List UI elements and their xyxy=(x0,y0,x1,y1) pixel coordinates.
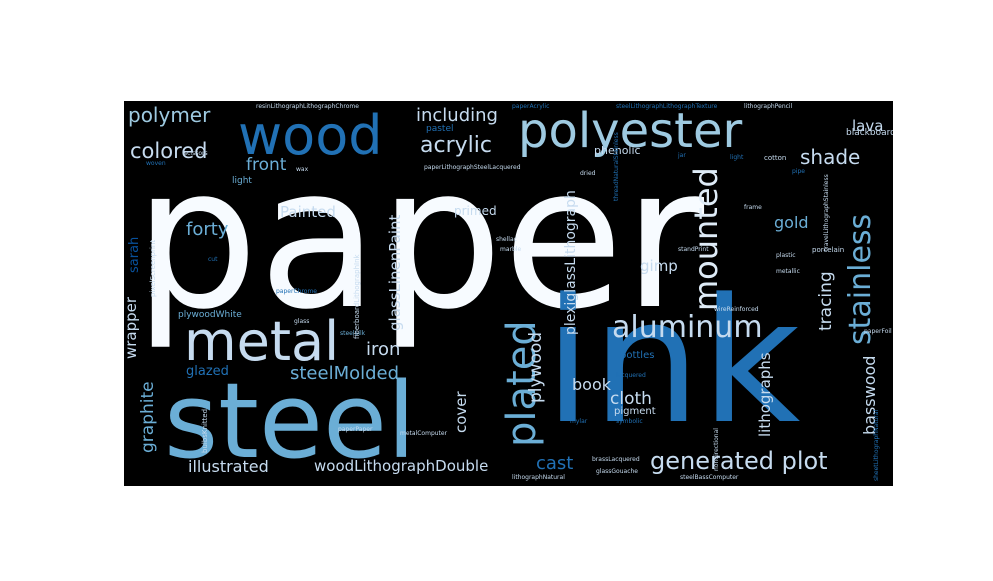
word-glassgouache: glassGouache xyxy=(596,468,638,475)
word-primed: primed xyxy=(454,204,497,218)
word-stainless: stainless xyxy=(843,213,878,345)
word-cut: cut xyxy=(208,256,218,263)
word-paperlithographsteellacquered: paperLithographSteelLacquered xyxy=(424,164,521,171)
word-travellithographstainless: travelLithographStainless xyxy=(823,174,830,251)
word-gimp: gimp xyxy=(640,257,678,275)
word-sheetlithographnatural: sheetLithographNatural xyxy=(873,409,880,481)
word-woodlithographdouble: woodLithographDouble xyxy=(314,457,489,475)
word-pixelscreenprint: pixelScreenprint xyxy=(149,239,157,297)
word-dried: dried xyxy=(580,170,596,177)
word-standprint: standPrint xyxy=(678,246,709,253)
word-ink: ink xyxy=(544,261,801,462)
word-graphite: graphite xyxy=(138,381,158,453)
word-paperpaper: paperPaper xyxy=(338,426,373,433)
word-paperacrylic: paperAcrylic xyxy=(512,103,550,110)
word-polyester: polyester xyxy=(518,103,743,159)
word-phenolic: phenolic xyxy=(594,144,641,157)
word-glazed: glazed xyxy=(186,364,229,379)
word-mounted: mounted xyxy=(687,167,725,311)
word-wirereinforced: wireReinforced xyxy=(714,306,759,313)
word-colored: colored xyxy=(130,139,208,163)
word-tracing: tracing xyxy=(816,271,836,331)
word-wrapper: wrapper xyxy=(124,296,140,359)
word-frame: frame xyxy=(744,204,762,211)
word-plywoodwhite: plywoodWhite xyxy=(178,310,242,320)
word-forty: forty xyxy=(186,219,229,240)
word-pastel: pastel xyxy=(426,124,454,134)
word-wood: wood xyxy=(238,104,383,167)
word-front: front xyxy=(246,155,287,175)
word-fiberboardlithographink: fiberboardLithographInk xyxy=(353,254,361,339)
word-lithographpencil: lithographPencil xyxy=(744,103,793,110)
word-lacquered: lacquered xyxy=(616,372,646,379)
word-book: book xyxy=(572,375,611,394)
word-pigment: pigment xyxy=(614,406,656,417)
word-plexiglasslithograph: plexiglassLithograph xyxy=(563,190,579,335)
word-paper: paper xyxy=(134,125,705,353)
word-steelbasscomputer: steelBassComputer xyxy=(680,474,739,481)
word-metalcomputer: metalComputer xyxy=(400,430,448,437)
word-metallic: metallic xyxy=(776,268,800,275)
word-polymer: polymer xyxy=(128,103,211,127)
word-paperfoil: paperFoil xyxy=(864,328,892,335)
word-light: light xyxy=(232,176,252,186)
word-marble: marble xyxy=(500,246,522,253)
word-scissors: scissors xyxy=(184,150,208,157)
word-aluminum: aluminum xyxy=(612,310,763,345)
word-plywood: plywood xyxy=(526,331,546,403)
word-paperchrome: paperChrome xyxy=(276,288,317,295)
word-symbolic: symbolic xyxy=(616,418,643,425)
word-glasslinenpaint: glassLinenPaint xyxy=(386,214,404,331)
word-resinlithographlithographchrome: resinLithographLithographChrome xyxy=(256,103,359,110)
word-cast: cast xyxy=(536,453,574,474)
word-blackboard: blackboard xyxy=(846,128,893,138)
word-acrylic: acrylic xyxy=(420,133,492,158)
word-cotton: cotton xyxy=(764,154,787,162)
word-illustrated: illustrated xyxy=(188,457,269,476)
word-porcelain: porcelain xyxy=(812,246,845,254)
word-wax: wax xyxy=(296,166,309,173)
word-generated-plot: generated plot xyxy=(650,447,828,475)
word-steellithographlithographtexture: steelLithographLithographTexture xyxy=(616,103,718,110)
word-lithographs: lithographs xyxy=(756,352,774,437)
word-mylar: mylar xyxy=(570,418,588,425)
word-cloud: paper ink steel wood polyester metal alu… xyxy=(124,101,893,486)
word-steelmolded: steelMolded xyxy=(290,363,400,384)
word-including: including xyxy=(416,105,498,126)
word-shade: shade xyxy=(800,145,861,169)
word-threadnaturalstainless: threadNaturalStainless xyxy=(613,132,620,201)
word-jar: jar xyxy=(678,152,686,159)
word-lithographnatural: lithographNatural xyxy=(512,474,565,481)
word-nondirectional: nondirectional xyxy=(713,428,720,471)
word-glass: glass xyxy=(294,318,310,325)
word-cover: cover xyxy=(452,391,470,433)
word-lava: lava xyxy=(852,117,884,135)
word-shellac: shellac xyxy=(496,236,517,243)
word-plastic: plastic xyxy=(776,252,796,259)
word-iron: iron xyxy=(366,339,401,360)
word-metal: metal xyxy=(184,310,340,373)
word-brasslacquered: brassLacquered xyxy=(592,456,640,463)
word-light-small: light xyxy=(730,154,744,161)
word-steelsilk: steelSilk xyxy=(340,330,366,337)
word-pipe: pipe xyxy=(792,168,805,175)
word-cloth: cloth xyxy=(610,389,652,409)
word-bulbsknitted: bulbsKnitted xyxy=(201,408,209,453)
word-woven: woven xyxy=(146,160,166,167)
word-sarah: sarah xyxy=(127,236,142,273)
word-painted: Painted xyxy=(280,203,336,221)
word-steel: steel xyxy=(164,360,416,482)
word-gold: gold xyxy=(774,213,809,232)
word-bottles: bottles xyxy=(620,350,655,361)
